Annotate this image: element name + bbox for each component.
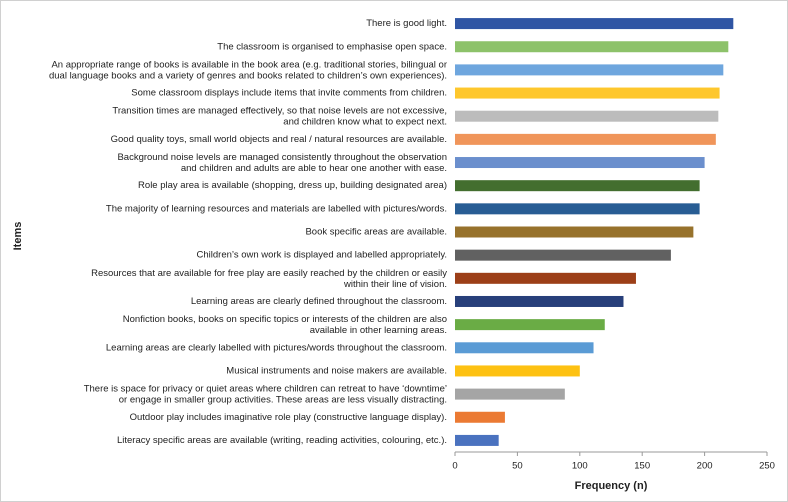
y-tick-label: Children’s own work is displayed and lab… (197, 250, 447, 261)
y-tick-label: Outdoor play includes imaginative role p… (130, 412, 447, 423)
y-tick-label: Learning areas are clearly labelled with… (106, 342, 447, 353)
bar (455, 249, 671, 261)
y-tick-label: Transition times are managed effectively… (112, 105, 447, 127)
x-tick-label: 50 (512, 461, 523, 472)
bar (455, 226, 694, 238)
y-tick-label: There is good light. (366, 18, 447, 29)
y-tick-label: An appropriate range of books is availab… (49, 59, 447, 81)
bar (455, 18, 734, 30)
y-tick-label: Good quality toys, small world objects a… (111, 134, 447, 145)
bar (455, 41, 729, 53)
y-tick-label: Musical instruments and noise makers are… (226, 365, 447, 376)
bar (455, 342, 594, 354)
y-tick-label: Learning areas are clearly defined throu… (191, 296, 447, 307)
bar (455, 157, 705, 169)
y-tick-label: Literacy specific areas are available (w… (117, 435, 447, 446)
x-tick-label: 150 (634, 461, 650, 472)
y-tick-label: The classroom is organised to emphasise … (217, 41, 447, 52)
y-tick-label: There is space for privacy or quiet area… (84, 383, 447, 405)
x-tick-label: 200 (697, 461, 713, 472)
y-tick-label: The majority of learning resources and m… (106, 203, 447, 214)
x-tick-label: 100 (572, 461, 588, 472)
bar (455, 411, 505, 423)
bar (455, 388, 565, 400)
bar (455, 319, 605, 331)
y-tick-label: Role play area is available (shopping, d… (138, 180, 447, 191)
bar (455, 110, 719, 122)
y-tick-label: Nonfiction books, books on specific topi… (123, 314, 447, 336)
x-tick-label: 0 (452, 461, 457, 472)
y-tick-label: Background noise levels are managed cons… (117, 152, 447, 174)
bar (455, 64, 724, 76)
y-tick-label: Some classroom displays include items th… (131, 88, 447, 99)
bar (455, 180, 700, 192)
bar (455, 272, 636, 284)
bar (455, 434, 499, 446)
bar (455, 203, 700, 215)
y-tick-label: Resources that are available for free pl… (91, 267, 447, 289)
x-tick-label: 250 (759, 461, 775, 472)
bar (455, 365, 580, 377)
x-axis-title: Frequency (n) (575, 480, 648, 492)
bar (455, 295, 624, 307)
bar (455, 133, 716, 145)
y-tick-label: Book specific areas are available. (305, 227, 447, 238)
y-axis-title: Items (12, 222, 24, 251)
bar (455, 87, 720, 99)
